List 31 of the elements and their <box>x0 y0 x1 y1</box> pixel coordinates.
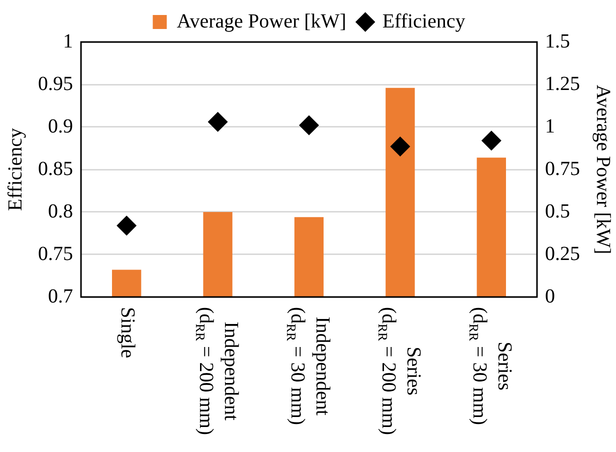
y-axis-title: Efficiency <box>4 128 26 211</box>
point <box>299 115 319 136</box>
y2-tick-label: 0.25 <box>545 242 580 265</box>
point <box>481 130 502 151</box>
y-tick-label: 0.95 <box>38 72 73 95</box>
y-tick-label: 0.85 <box>38 158 73 180</box>
y2-tick-label: 0.5 <box>545 200 570 222</box>
y2-tick-label: 1 <box>545 115 555 138</box>
legend-label: Average Power [kW] <box>176 10 346 32</box>
x-tick-label: Series (dRR = 200 mm) <box>375 307 424 436</box>
y-tick-label: 0.8 <box>48 200 73 222</box>
y-tick-label: 1 <box>63 30 73 52</box>
y2-axis-title: Average Power [kW] <box>592 84 614 254</box>
y2-tick-label: 1.25 <box>545 72 580 95</box>
y2-tick-label: 0.75 <box>545 158 580 180</box>
bar <box>112 270 142 297</box>
x-tick-label: Single <box>116 307 138 358</box>
bar <box>203 212 232 297</box>
y-tick-label: 0.75 <box>38 242 73 265</box>
bar <box>294 217 324 297</box>
x-tick-label: Series (dRR = 30 mm) <box>466 307 516 426</box>
y2-tick-label: 0 <box>545 285 555 308</box>
point <box>208 112 228 132</box>
bar <box>476 158 506 297</box>
y2-tick-label: 1.5 <box>545 30 570 52</box>
point <box>390 136 410 157</box>
bar <box>386 88 415 297</box>
point <box>116 216 137 236</box>
y-tick-label: 0.7 <box>48 285 73 308</box>
y-tick-label: 0.9 <box>48 115 73 138</box>
legend-label: Efficiency <box>382 10 466 32</box>
